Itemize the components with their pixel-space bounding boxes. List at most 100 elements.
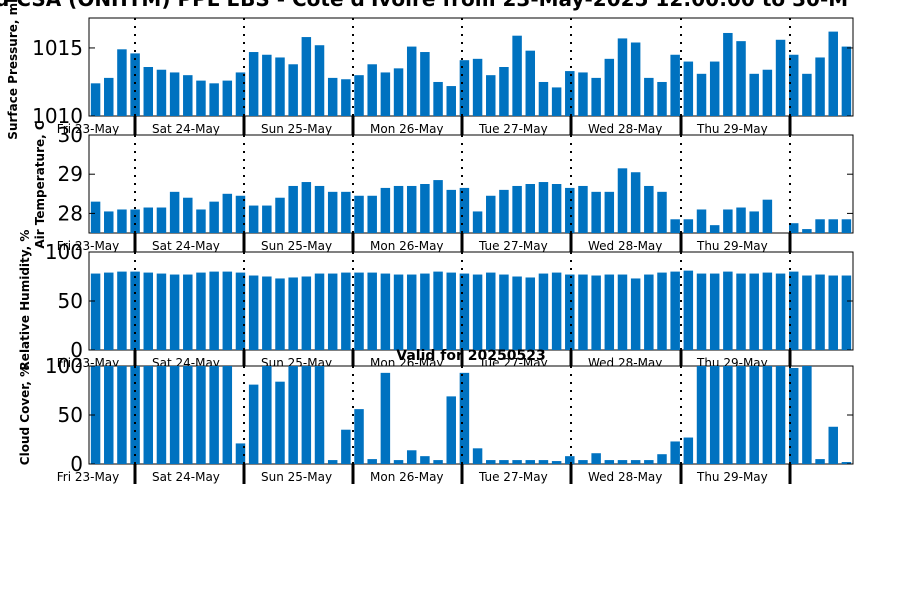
data-bar <box>644 185 654 233</box>
x-day-label: Sat 24-May <box>152 239 220 253</box>
data-bar <box>828 275 838 350</box>
data-bar <box>841 275 852 350</box>
data-bar <box>630 460 641 464</box>
data-bar <box>90 83 101 116</box>
data-bar <box>670 219 680 233</box>
x-day-label: Tue 27-May <box>478 239 548 253</box>
data-bar <box>433 81 443 116</box>
data-bar <box>670 441 680 464</box>
data-bar <box>406 274 417 350</box>
data-bar <box>380 72 391 116</box>
surface-pressure-panel: Surface Pressure, mb 1010 1015 Fri 23-May S… <box>6 0 854 140</box>
valid-date-label: Valid for 20250523 <box>396 348 545 364</box>
data-bar <box>472 448 483 464</box>
data-bar <box>604 58 615 116</box>
data-bar <box>657 81 667 116</box>
data-bar <box>762 366 773 464</box>
data-bar <box>288 277 298 350</box>
data-bar <box>683 219 694 233</box>
data-bar <box>657 454 667 464</box>
y-tick-label: 50 <box>58 403 83 427</box>
data-bar <box>169 72 180 116</box>
data-bar <box>815 459 825 464</box>
data-bar <box>525 460 536 464</box>
data-bar <box>143 207 154 233</box>
data-bar <box>565 274 575 350</box>
data-bar <box>565 456 575 464</box>
y-axis-label: Relative Humidity, % <box>18 230 32 371</box>
data-bar <box>525 184 536 233</box>
y-tick-label: 1010 <box>32 104 83 128</box>
data-bar <box>709 225 720 233</box>
y-tick-label: 29 <box>58 162 83 186</box>
data-bar <box>130 53 140 116</box>
data-bar <box>802 275 812 350</box>
data-bar <box>90 273 101 350</box>
data-bar <box>327 273 338 350</box>
data-bar <box>630 172 641 233</box>
data-bar <box>117 366 127 464</box>
data-bar <box>591 275 601 350</box>
data-bar <box>90 366 101 464</box>
data-bar <box>248 52 259 116</box>
data-bar <box>314 273 325 350</box>
data-bar <box>420 273 430 350</box>
data-bar <box>788 223 799 233</box>
data-bar <box>551 87 562 116</box>
data-bar <box>644 274 654 350</box>
data-bar <box>420 456 430 464</box>
data-bar <box>314 45 325 116</box>
data-bar <box>538 81 549 116</box>
data-bar <box>565 71 575 116</box>
data-bar <box>683 437 694 464</box>
data-bar <box>117 271 127 350</box>
data-bar <box>604 191 615 233</box>
data-bar <box>183 274 193 350</box>
data-bar <box>354 409 364 464</box>
data-bar <box>617 38 628 116</box>
data-bar <box>275 197 285 233</box>
data-bar <box>156 273 167 350</box>
data-bar <box>262 205 272 233</box>
data-bar <box>104 77 114 116</box>
data-bar <box>472 274 483 350</box>
x-day-label: Mon 26-May <box>370 122 444 136</box>
x-day-label: Thu 29-May <box>696 470 768 484</box>
data-bar <box>288 64 298 116</box>
data-bar <box>341 79 351 116</box>
data-bar <box>367 459 377 464</box>
x-day-label: Sun 25-May <box>261 239 332 253</box>
data-bar <box>446 396 456 464</box>
data-bar <box>275 278 285 350</box>
data-bar <box>235 72 246 116</box>
data-bar <box>670 271 680 350</box>
data-bar <box>657 191 667 233</box>
data-bar <box>578 274 588 350</box>
data-bar <box>525 277 536 350</box>
data-bar <box>90 201 101 233</box>
data-bar <box>314 185 325 233</box>
data-bar <box>367 272 377 350</box>
data-bar <box>775 39 786 116</box>
data-bar <box>578 460 588 464</box>
data-bar <box>196 366 206 464</box>
data-bar <box>341 429 351 464</box>
data-bar <box>406 185 417 233</box>
data-bar <box>222 80 233 116</box>
data-bar <box>709 366 720 464</box>
y-tick-label: 100 <box>45 354 83 378</box>
x-day-label: Fri 23-May <box>57 122 120 136</box>
x-day-label: Wed 28-May <box>588 239 662 253</box>
data-bar <box>117 209 127 233</box>
data-bar <box>486 460 496 464</box>
data-bar <box>235 443 246 464</box>
data-bar <box>512 276 522 350</box>
data-bar <box>433 180 443 233</box>
data-bar <box>696 73 707 116</box>
data-bar <box>169 366 180 464</box>
y-tick-label: 0 <box>70 338 83 362</box>
data-bar <box>486 75 496 116</box>
data-bar <box>327 191 338 233</box>
data-bar <box>169 274 180 350</box>
data-bar <box>486 195 496 233</box>
